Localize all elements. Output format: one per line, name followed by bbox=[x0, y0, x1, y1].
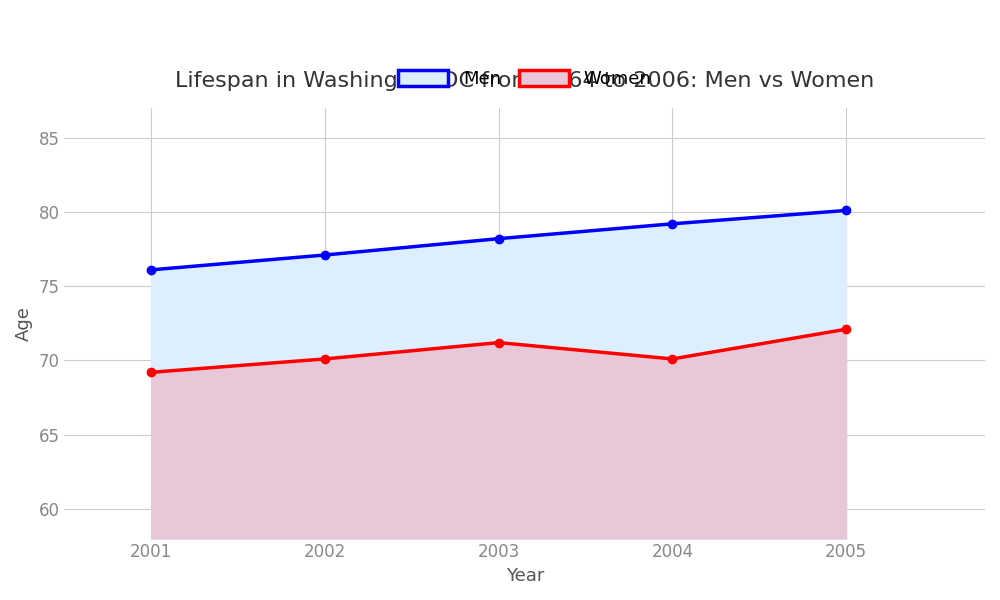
Y-axis label: Age: Age bbox=[15, 306, 33, 341]
X-axis label: Year: Year bbox=[506, 567, 544, 585]
Legend: Men, Women: Men, Women bbox=[389, 61, 661, 97]
Title: Lifespan in Washington DC from 1964 to 2006: Men vs Women: Lifespan in Washington DC from 1964 to 2… bbox=[175, 71, 874, 91]
